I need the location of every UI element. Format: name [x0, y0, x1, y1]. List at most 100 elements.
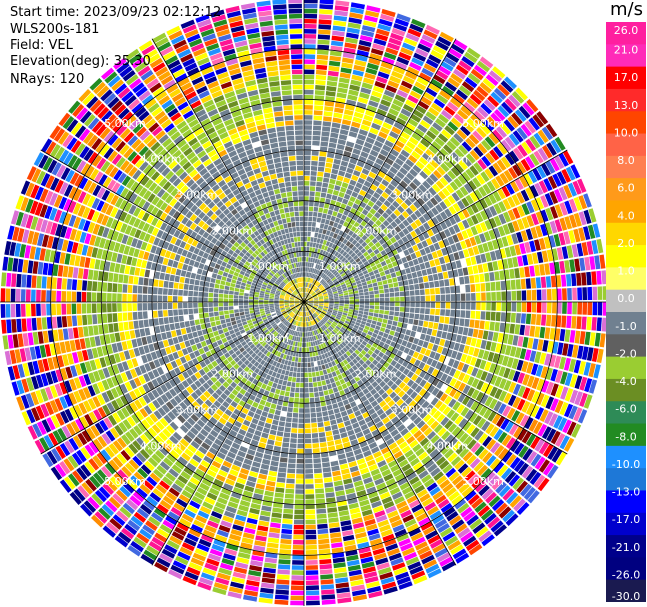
velocity-gate	[565, 166, 576, 181]
velocity-gate	[458, 344, 465, 353]
velocity-gate	[299, 408, 304, 413]
velocity-gate	[313, 297, 319, 300]
velocity-gate	[454, 148, 465, 159]
velocity-gate	[307, 267, 310, 272]
velocity-gate	[296, 377, 300, 383]
velocity-gate	[443, 228, 452, 238]
velocity-gate	[333, 158, 341, 165]
velocity-gate	[504, 323, 510, 333]
velocity-gate	[354, 277, 360, 282]
velocity-gate	[433, 74, 446, 85]
velocity-gate	[391, 126, 402, 135]
velocity-gate	[556, 315, 562, 328]
velocity-gate	[270, 522, 281, 529]
velocity-gate	[476, 380, 484, 391]
velocity-gate	[361, 281, 367, 286]
velocity-gate	[330, 324, 335, 329]
velocity-gate	[450, 152, 461, 162]
velocity-gate	[322, 229, 327, 235]
velocity-gate	[337, 247, 342, 253]
velocity-gate	[497, 464, 509, 477]
velocity-gate	[390, 236, 397, 244]
velocity-gate	[281, 406, 288, 412]
velocity-gate	[426, 268, 433, 275]
velocity-gate	[406, 362, 414, 370]
velocity-gate	[304, 145, 312, 151]
velocity-gate	[494, 271, 500, 281]
velocity-gate	[287, 376, 293, 382]
velocity-gate	[305, 555, 318, 560]
velocity-gate	[334, 271, 339, 277]
velocity-gate	[264, 422, 272, 429]
velocity-gate	[304, 115, 313, 120]
velocity-gate	[313, 306, 318, 309]
velocity-gate	[550, 383, 559, 397]
velocity-gate	[489, 458, 501, 470]
velocity-gate	[316, 518, 328, 524]
velocity-gate	[326, 313, 331, 317]
velocity-gate	[557, 342, 564, 355]
velocity-gate	[307, 282, 309, 288]
velocity-gate	[449, 97, 462, 108]
velocity-gate	[305, 529, 317, 535]
velocity-gate	[452, 269, 459, 278]
velocity-gate	[482, 451, 493, 464]
velocity-gate	[438, 113, 449, 124]
velocity-gate	[324, 304, 329, 306]
velocity-gate	[547, 464, 559, 479]
velocity-gate	[484, 208, 493, 219]
velocity-gate	[490, 342, 497, 352]
velocity-gate	[317, 283, 322, 288]
velocity-gate	[363, 337, 370, 343]
velocity-gate	[318, 538, 330, 545]
velocity-gate	[313, 125, 322, 131]
velocity-gate	[364, 305, 370, 309]
velocity-gate	[358, 326, 364, 332]
velocity-gate	[340, 335, 345, 341]
velocity-gate	[500, 139, 512, 152]
velocity-gate	[514, 268, 520, 279]
velocity-gate	[412, 109, 424, 119]
velocity-gate	[464, 409, 474, 420]
velocity-gate	[349, 332, 355, 337]
velocity-gate	[397, 275, 403, 282]
velocity-gate	[447, 121, 459, 132]
velocity-gate	[346, 32, 359, 39]
velocity-gate	[340, 225, 347, 232]
velocity-gate	[314, 288, 319, 292]
velocity-gate	[482, 330, 489, 340]
velocity-gate	[470, 284, 476, 293]
velocity-gate	[396, 117, 407, 126]
velocity-gate	[370, 196, 378, 204]
velocity-gate	[453, 213, 461, 223]
velocity-gate	[435, 287, 440, 295]
velocity-gate	[355, 138, 365, 146]
velocity-gate	[506, 234, 514, 246]
velocity-gate	[364, 204, 372, 212]
velocity-gate	[433, 242, 441, 251]
velocity-gate	[397, 390, 406, 398]
velocity-gate	[356, 101, 367, 109]
velocity-gate	[412, 403, 421, 412]
velocity-gate	[546, 249, 554, 262]
velocity-gate	[475, 391, 484, 402]
velocity-gate	[483, 99, 496, 111]
velocity-gate	[458, 382, 466, 392]
velocity-gate	[305, 443, 312, 449]
velocity-gate	[273, 414, 280, 421]
velocity-gate	[310, 232, 315, 237]
velocity-gate	[314, 392, 319, 398]
velocity-gate	[341, 383, 348, 390]
velocity-gate	[516, 218, 525, 230]
velocity-gate	[279, 457, 288, 463]
velocity-gate	[326, 264, 331, 269]
velocity-gate	[327, 512, 338, 518]
velocity-gate	[313, 268, 317, 274]
velocity-gate	[328, 281, 334, 286]
velocity-gate	[340, 186, 347, 193]
velocity-gate	[304, 262, 306, 267]
velocity-gate	[477, 143, 488, 155]
velocity-gate	[422, 166, 432, 176]
velocity-gate	[306, 241, 310, 247]
velocity-gate	[359, 35, 373, 43]
